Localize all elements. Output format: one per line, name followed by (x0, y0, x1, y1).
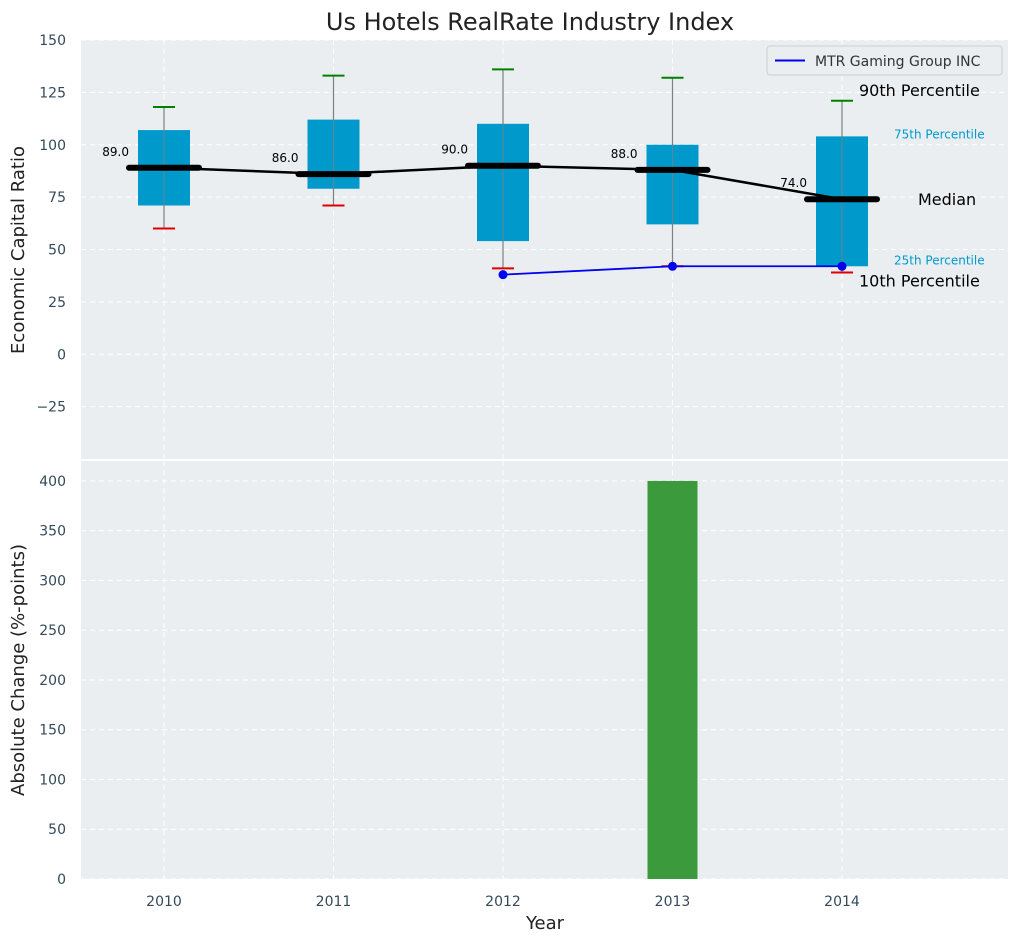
box-group-2012: 90.0 (441, 68, 541, 270)
company-series-point (498, 270, 508, 280)
company-series-point (668, 261, 677, 271)
bottom-y-tick-label: 100 (39, 772, 66, 788)
median-value-label: 88.0 (611, 147, 638, 161)
annotation-p25: 25th Percentile (894, 253, 985, 267)
chart-title: Us Hotels RealRate Industry Index (326, 8, 734, 36)
legend: MTR Gaming Group INC (766, 45, 1003, 76)
legend-box (766, 45, 1003, 76)
top-y-tick-label: −25 (36, 400, 66, 416)
annotation-p90: 90th Percentile (859, 81, 980, 100)
median-trend-line (163, 164, 843, 201)
bottom-plot-background (81, 461, 1008, 879)
median-value-label: 89.0 (102, 145, 129, 159)
x-tick-label: 2014 (824, 894, 860, 910)
top-y-tick-label: 75 (48, 190, 66, 206)
top-panel: −25 0 25 50 75 100 125 150 89.0 86.0 90.0 88.0 74.0 9… (36, 33, 1008, 459)
x-tick-label: 2012 (485, 894, 521, 910)
top-y-tick-label: 0 (57, 347, 66, 363)
top-y-tick-label: 150 (39, 33, 66, 49)
company-series-point (837, 261, 847, 271)
bottom-y-tick-label: 150 (39, 723, 66, 739)
bottom-panel: 0 50 100 150 200 250 300 350 400 2010 2011 2012 2013… (39, 461, 1008, 910)
x-tick-label: 2011 (316, 894, 352, 910)
bottom-y-tick-label: 350 (39, 524, 66, 540)
legend-entry-mtr: MTR Gaming Group INC (815, 54, 981, 70)
median-value-label: 74.0 (780, 176, 807, 190)
bottom-y-tick-label: 0 (57, 872, 66, 888)
bottom-y-tick-label: 250 (39, 623, 66, 639)
x-tick-label: 2010 (146, 894, 182, 910)
annotation-p10: 10th Percentile (859, 272, 980, 291)
bottom-y-axis-label: Absolute Change (%-points) (8, 544, 29, 796)
bottom-y-tick-label: 200 (39, 673, 66, 689)
bottom-y-tick-label: 300 (39, 573, 66, 589)
change-bar-2013 (647, 480, 698, 879)
annotation-median: Median (918, 190, 976, 209)
top-y-tick-label: 125 (39, 85, 66, 101)
x-tick-label: 2013 (655, 894, 691, 910)
top-y-axis-label: Economic Capital Ratio (8, 146, 29, 354)
top-y-tick-label: 100 (39, 138, 66, 154)
bottom-y-tick-label: 50 (48, 822, 66, 838)
median-value-label: 86.0 (272, 151, 299, 165)
x-axis-label: Year (525, 913, 565, 934)
top-y-tick-label: 50 (48, 243, 66, 259)
top-y-tick-label: 25 (48, 295, 66, 311)
annotation-p75: 75th Percentile (894, 127, 985, 141)
median-value-label: 90.0 (441, 143, 468, 157)
bottom-y-tick-label: 400 (39, 474, 66, 490)
